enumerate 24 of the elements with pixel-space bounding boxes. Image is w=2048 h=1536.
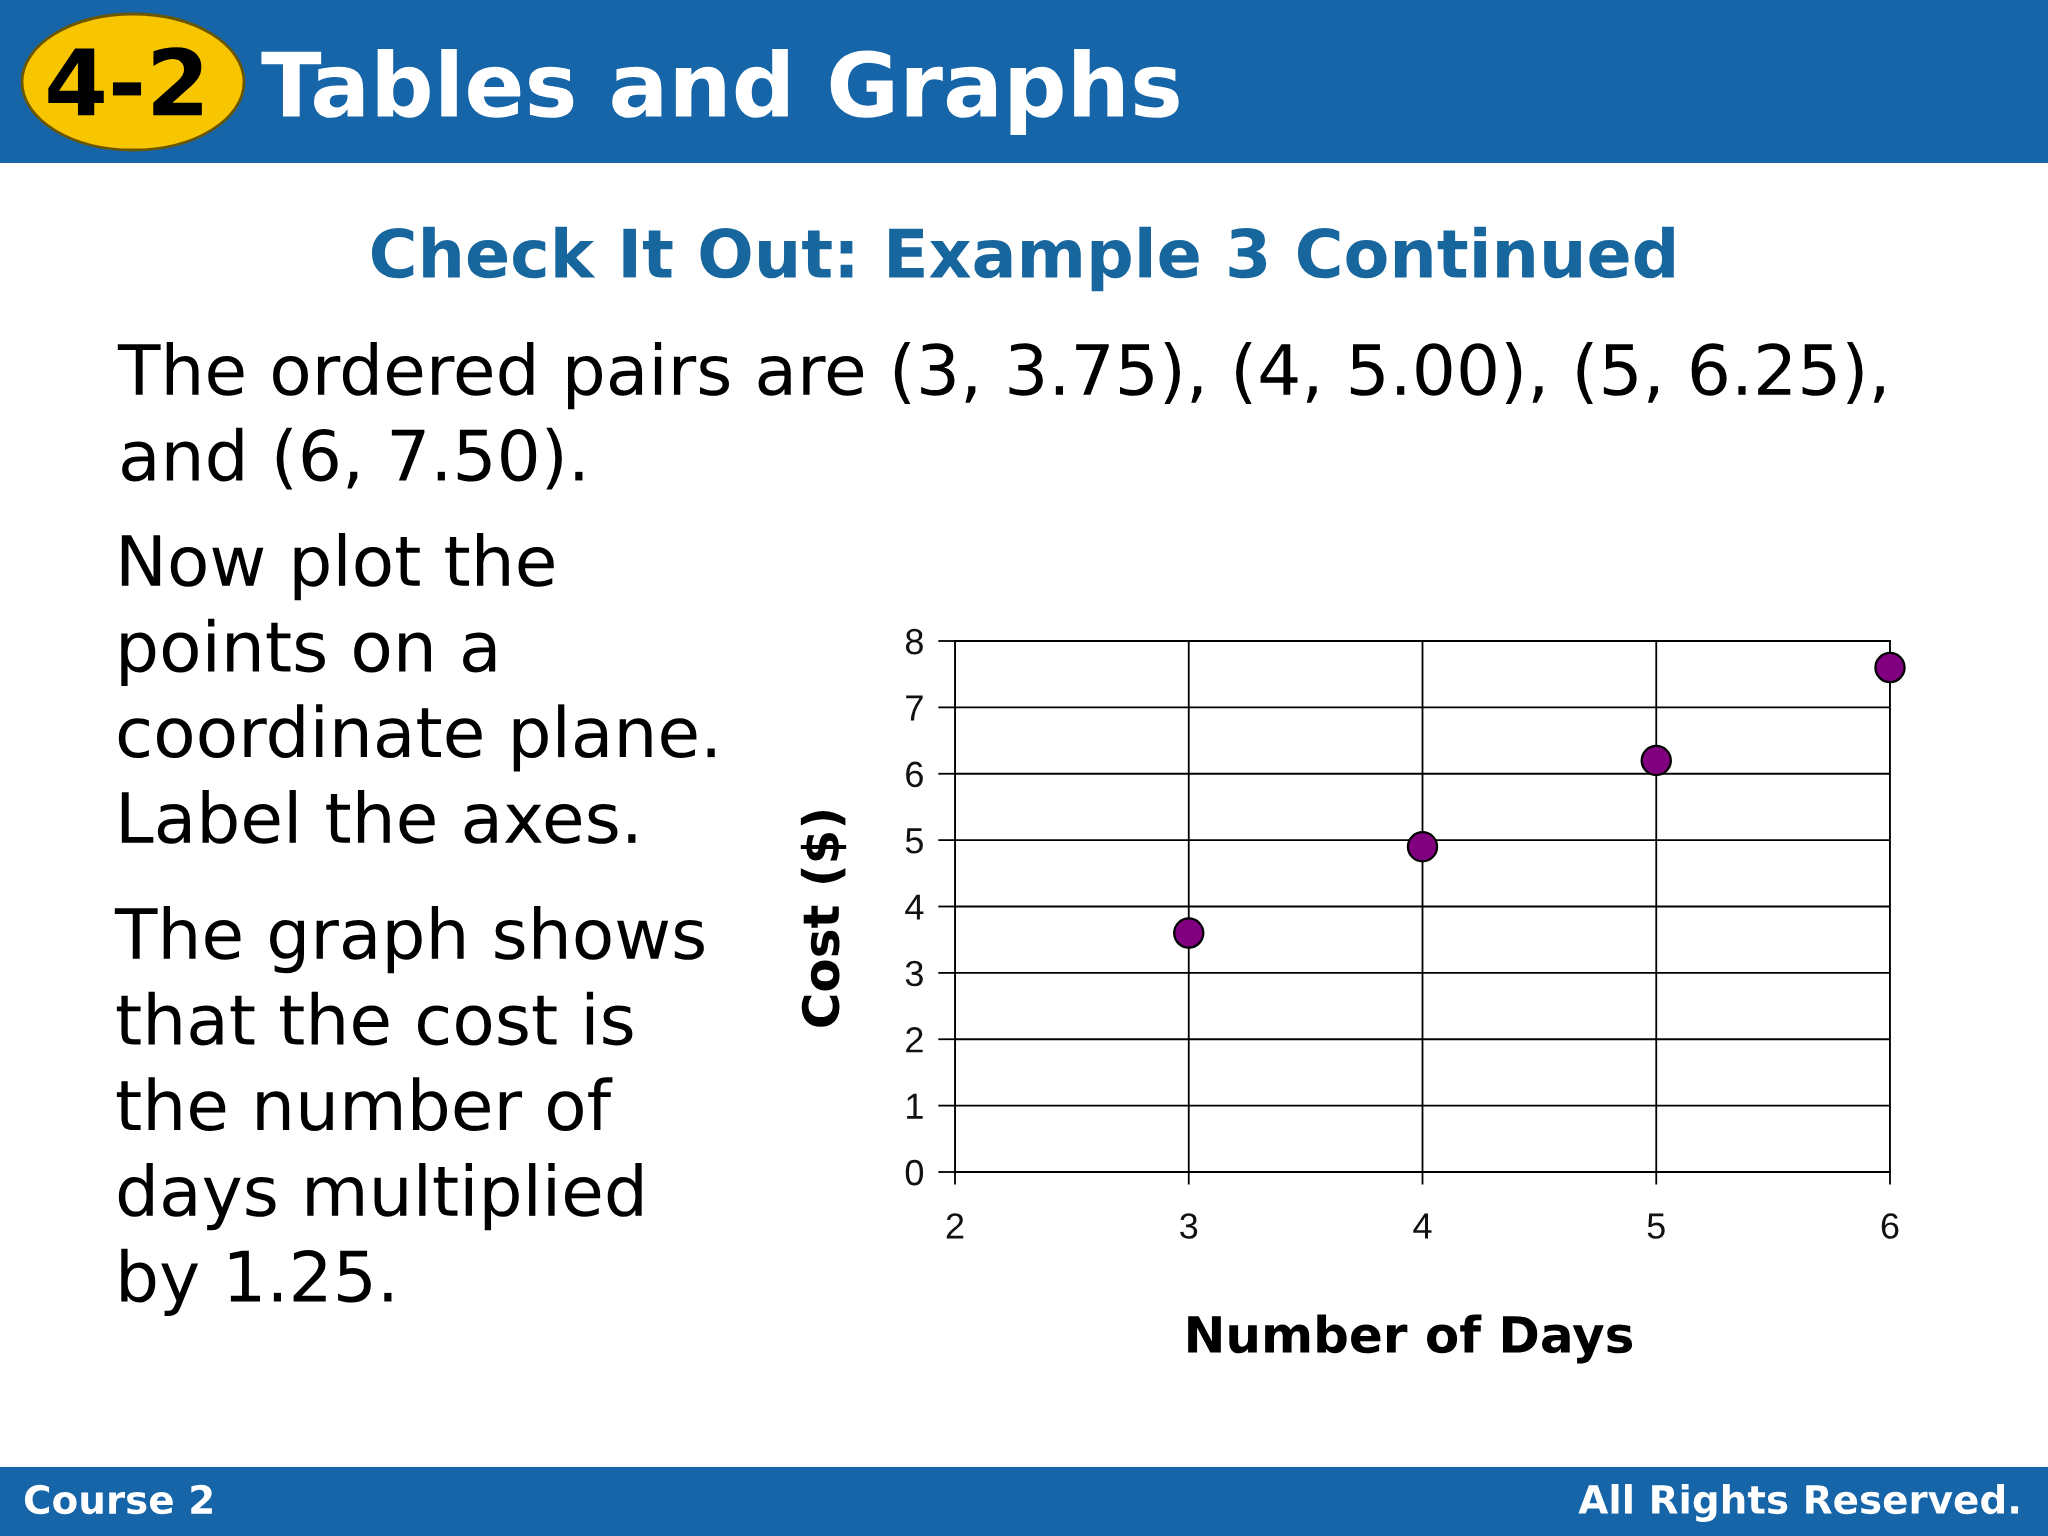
x-tick-label: 4 (1413, 1213, 1432, 1239)
text: The graph shows that the cost is the number of days multiplied by 1.25. (114, 906, 704, 1316)
y-axis-title: Cost ($) (800, 810, 847, 1027)
x-tick-label: 5 (1647, 1213, 1665, 1239)
text: 4-2 (48, 47, 202, 116)
x-tick-label: 2 (946, 1213, 964, 1239)
y-tick-label: 2 (906, 1027, 923, 1053)
text: Course 2 (24, 1484, 212, 1515)
chart-title: Tables and Graphs (261, 48, 1179, 136)
y-tick-label: 7 (906, 695, 923, 721)
y-tick-label: 4 (905, 894, 924, 920)
chart-subtitle: Check It Out: Example 3 Continued (371, 226, 1674, 292)
y-tick-label: 3 (905, 960, 923, 987)
y-tick-label: 6 (906, 761, 923, 788)
x-tick-label: 3 (1180, 1213, 1198, 1239)
text: Now plot the points on a coordinate plane. Label the axes. (118, 533, 715, 844)
x-axis-title: Number of Days (1188, 1314, 1633, 1364)
y-tick-label: 0 (905, 1159, 924, 1186)
y-tick-label: 5 (905, 828, 923, 854)
x-tick-label: 6 (1881, 1213, 1899, 1239)
y-tick-label: 1 (907, 1093, 923, 1119)
text: All Rights Reserved. (1578, 1484, 2019, 1522)
y-tick-label: 8 (905, 628, 923, 655)
text: The ordered pairs are (3, 3.75), (4, 5.00), (5, 6.25), and (6, 7.50). (117, 342, 1884, 490)
